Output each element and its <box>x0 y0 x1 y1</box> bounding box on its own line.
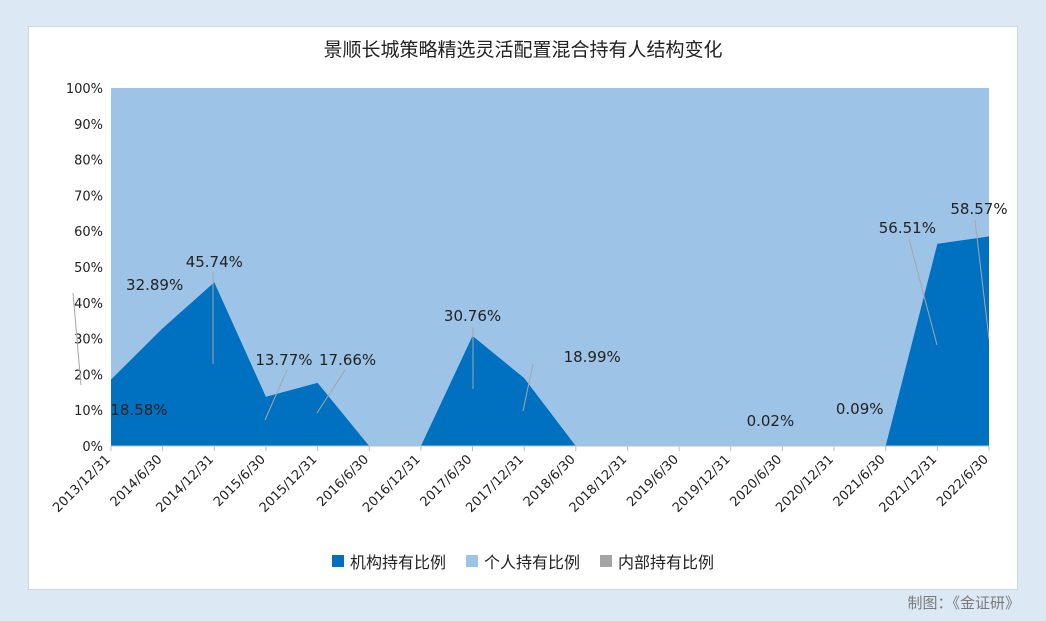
y-tick-label: 50% <box>74 261 103 276</box>
data-label-leader <box>522 363 534 412</box>
data-label: 13.77% <box>255 351 312 369</box>
legend-swatch <box>331 555 344 567</box>
y-tick-label: 80% <box>74 154 103 169</box>
legend-item-individual: 个人持有比例 <box>465 549 580 573</box>
y-tick-label: 60% <box>74 225 103 240</box>
data-label: 30.76% <box>444 307 501 325</box>
legend-swatch <box>465 555 478 567</box>
chart-panel: 景顺长城策略精选灵活配置混合持有人结构变化 0% 10% 20% 30% 40% 50% 6… <box>28 26 1018 590</box>
chart-title: 景顺长城策略精选灵活配置混合持有人结构变化 <box>323 39 723 61</box>
data-label: 58.57% <box>950 200 1007 218</box>
y-tick-label: 0% <box>82 440 103 455</box>
data-label-leader <box>72 292 82 386</box>
data-label: 56.51% <box>879 219 936 237</box>
chart-svg: 0% 10% 20% 30% 40% 50% 60% 70% 80% 90% 100% 2013/12… <box>50 82 1007 516</box>
y-tick-label: 40% <box>74 297 103 312</box>
data-label: 18.58% <box>110 401 167 419</box>
data-label: 32.89% <box>126 276 183 294</box>
data-label-leader <box>974 219 990 340</box>
y-tick-label: 100% <box>66 82 103 97</box>
credit-text: 制图：《金证研》 <box>907 594 1020 612</box>
legend: 机构持有比例 个人持有比例 内部持有比例 <box>29 549 1017 573</box>
data-label: 17.66% <box>319 351 376 369</box>
x-tick-label: 2022/6/30 <box>934 452 992 510</box>
y-tick-label: 20% <box>74 368 103 383</box>
legend-label: 机构持有比例 <box>349 553 446 572</box>
data-label: 45.74% <box>186 253 243 271</box>
data-label-leader <box>908 238 938 346</box>
y-tick-label: 10% <box>74 404 103 419</box>
series-area-individual <box>111 88 989 446</box>
legend-label: 个人持有比例 <box>483 553 580 572</box>
data-label-leader <box>264 369 288 421</box>
y-tick-label: 90% <box>74 118 103 133</box>
data-label: 0.02% <box>747 412 795 430</box>
x-tick-label: 2013/12/31 <box>50 452 114 516</box>
legend-label: 内部持有比例 <box>618 553 715 572</box>
data-label: 18.99% <box>564 348 621 366</box>
data-label-leader <box>316 369 346 414</box>
data-label: 0.09% <box>836 400 884 418</box>
y-tick-label: 70% <box>74 189 103 204</box>
legend-item-internal: 内部持有比例 <box>600 549 714 573</box>
y-tick-label: 30% <box>74 333 103 348</box>
legend-item-institutional: 机构持有比例 <box>331 549 446 573</box>
legend-swatch <box>600 555 612 567</box>
series-area-institutional <box>111 236 989 446</box>
